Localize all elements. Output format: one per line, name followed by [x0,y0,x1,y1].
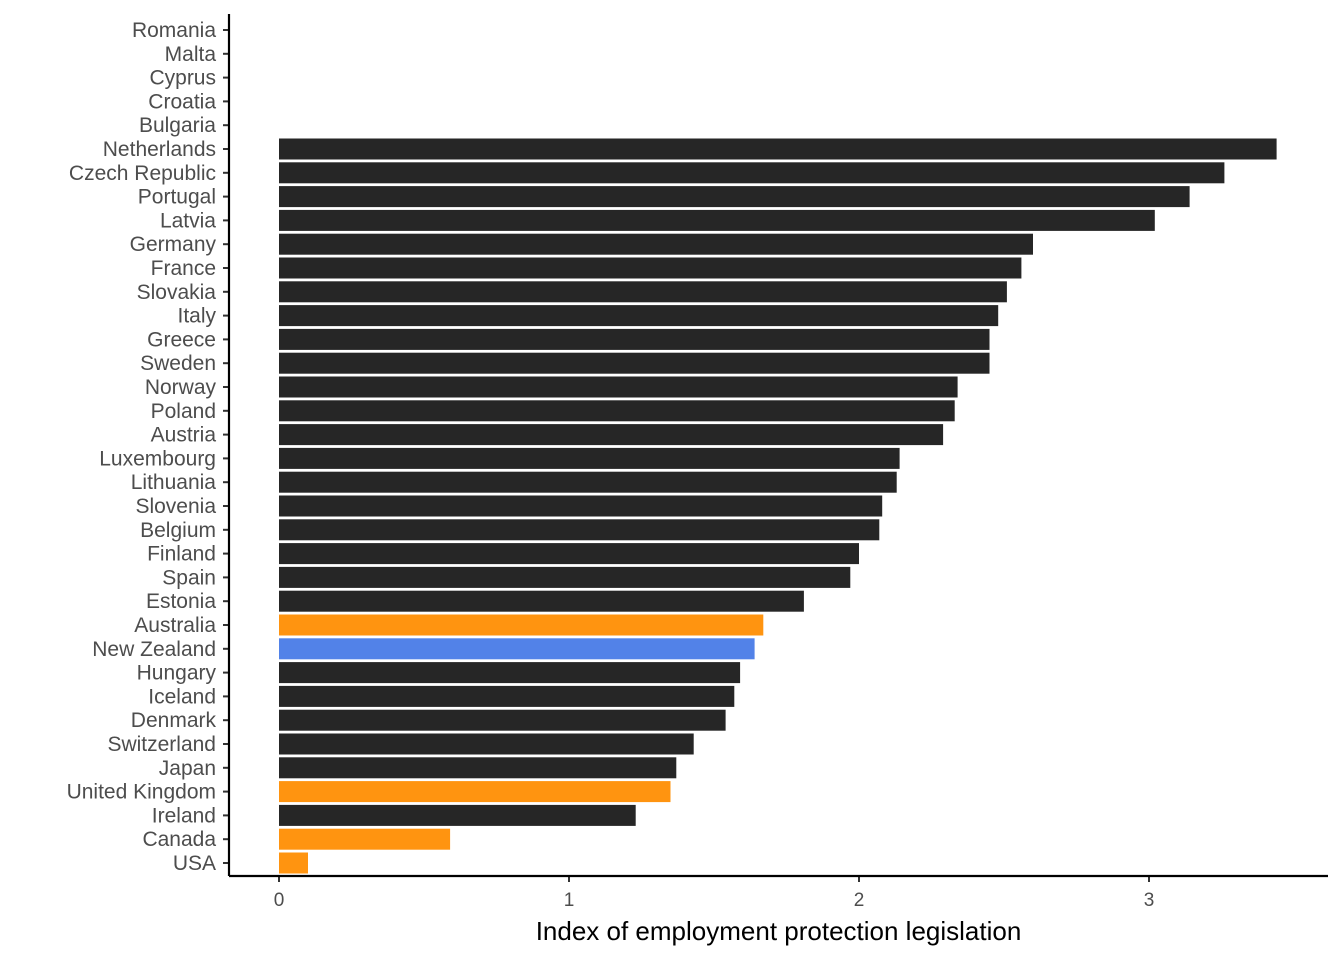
bar-ireland [279,804,636,826]
bar-poland [279,400,955,422]
bars-group [279,138,1277,874]
bar-czech-republic [279,162,1225,184]
x-tick-label: 3 [1144,890,1155,911]
y-tick-label-hungary: Hungary [137,662,217,685]
y-tick-label-latvia: Latvia [160,209,216,232]
y-tick-label-slovakia: Slovakia [137,281,217,304]
y-tick-label-romania: Romania [132,19,216,42]
bar-latvia [279,209,1155,231]
bar-france [279,257,1022,279]
bar-australia [279,614,764,636]
y-tick-label-italy: Italy [177,305,216,328]
x-tick-label: 2 [854,890,865,911]
y-tick-label-netherlands: Netherlands [103,138,216,161]
bar-slovakia [279,281,1007,303]
y-tick-label-ireland: Ireland [152,804,216,827]
y-tick-label-portugal: Portugal [138,186,216,209]
y-tick-label-usa: USA [173,852,216,875]
y-tick-label-norway: Norway [145,376,217,399]
bar-estonia [279,590,804,612]
bar-lithuania [279,471,897,493]
y-tick-label-poland: Poland [151,400,216,423]
bar-finland [279,543,859,565]
y-tick-label-estonia: Estonia [146,590,216,613]
bar-greece [279,328,990,350]
bar-canada [279,828,451,850]
bar-portugal [279,186,1190,208]
y-tick-label-denmark: Denmark [131,709,217,732]
bar-norway [279,376,958,398]
y-tick-label-cyprus: Cyprus [149,67,216,90]
bar-sweden [279,352,990,374]
y-tick-label-malta: Malta [165,43,217,66]
bar-switzerland [279,733,694,755]
y-tick-label-lithuania: Lithuania [131,471,217,494]
y-tick-label-austria: Austria [151,424,217,447]
y-tick-label-belgium: Belgium [140,519,216,542]
y-tick-label-japan: Japan [159,757,216,780]
y-tick-label-australia: Australia [134,614,216,637]
bar-luxembourg [279,447,900,469]
y-tick-label-spain: Spain [162,566,216,589]
bar-spain [279,566,851,588]
y-tick-label-switzerland: Switzerland [107,733,216,756]
y-tick-label-iceland: Iceland [148,685,216,708]
y-tick-label-bulgaria: Bulgaria [139,114,216,137]
bar-slovenia [279,495,883,517]
y-tick-label-luxembourg: Luxembourg [99,447,216,470]
x-tick-label: 0 [274,890,285,911]
bar-japan [279,757,677,779]
bar-hungary [279,662,741,684]
bar-netherlands [279,138,1277,160]
x-tick-label: 1 [564,890,575,911]
y-tick-label-finland: Finland [147,543,216,566]
bar-denmark [279,709,726,731]
y-tick-label-croatia: Croatia [148,90,216,113]
y-tick-label-czech-republic: Czech Republic [69,162,216,185]
bar-iceland [279,685,735,707]
bar-italy [279,305,999,327]
y-tick-label-sweden: Sweden [140,352,216,375]
y-tick-label-slovenia: Slovenia [135,495,216,518]
bar-united-kingdom [279,781,671,803]
bar-new-zealand [279,638,755,660]
y-tick-label-france: France [151,257,216,280]
bar-germany [279,233,1033,255]
y-tick-label-greece: Greece [147,328,216,351]
y-tick-label-new-zealand: New Zealand [92,638,216,661]
y-tick-label-canada: Canada [142,828,216,851]
bar-austria [279,424,944,446]
bar-usa [279,852,308,874]
x-axis-ticks: 0 1 2 3 [274,876,1155,911]
bar-belgium [279,519,880,541]
y-tick-label-germany: Germany [130,233,217,256]
y-axis-ticks: RomaniaMaltaCyprusCroatiaBulgariaNetherl… [67,19,229,875]
y-tick-label-united-kingdom: United Kingdom [67,781,216,804]
x-axis-title: Index of employment protection legislati… [536,916,1022,946]
